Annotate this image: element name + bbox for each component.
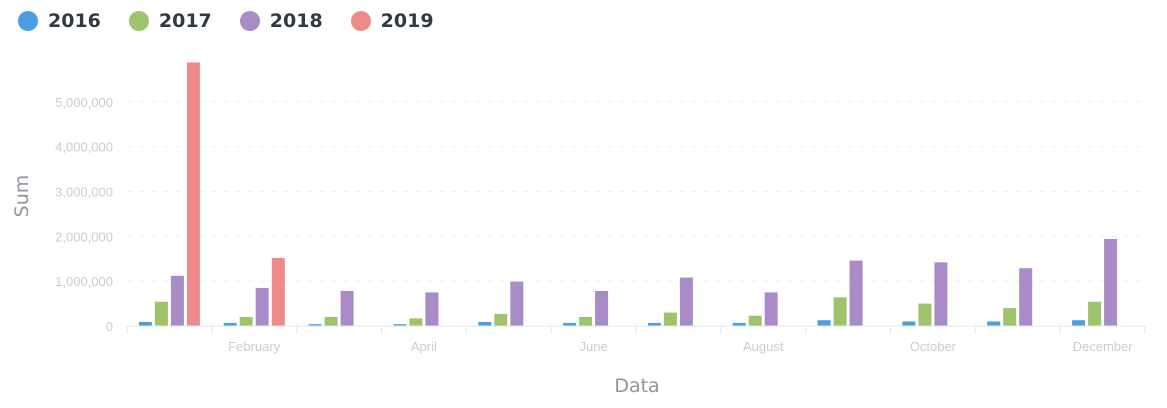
bar-2019-january[interactable] (186, 62, 200, 327)
legend-label: 2016 (48, 10, 101, 32)
bar-2017-february[interactable] (239, 317, 253, 326)
bar-2017-october[interactable] (918, 303, 932, 326)
x-axis-title: Data (614, 375, 659, 397)
bar-2019-february[interactable] (271, 257, 285, 326)
bar-2018-july[interactable] (679, 277, 693, 326)
bar-2016-march[interactable] (308, 324, 322, 326)
bar-2017-july[interactable] (663, 312, 677, 326)
y-tick-label: 4,000,000 (55, 140, 113, 155)
x-tick-label: February (228, 339, 281, 354)
y-tick-label: 3,000,000 (55, 185, 113, 200)
bar-2016-february[interactable] (223, 322, 237, 326)
bar-2017-september[interactable] (833, 297, 847, 326)
legend-label: 2018 (269, 10, 323, 32)
bar-2017-december[interactable] (1088, 301, 1102, 326)
legend-item-2019[interactable]: 2019 (350, 10, 434, 32)
bar-2018-march[interactable] (340, 291, 354, 326)
y-tick-label: 5,000,000 (55, 95, 113, 110)
bar-2017-march[interactable] (324, 317, 338, 326)
bar-2018-december[interactable] (1104, 239, 1118, 326)
bar-2016-october[interactable] (902, 321, 916, 327)
axis-layer: February April June August October December (126, 325, 1146, 354)
y-tick-label: 0 (106, 319, 113, 334)
chart-legend: 2016 2017 2018 2019 (18, 10, 434, 32)
bar-2017-january[interactable] (154, 301, 168, 326)
bar-2018-november[interactable] (1019, 268, 1033, 326)
bar-2017-november[interactable] (1003, 308, 1017, 326)
legend-swatch (128, 11, 149, 31)
bar-2017-may[interactable] (494, 313, 508, 326)
y-tick-label: 2,000,000 (55, 229, 113, 244)
bar-2017-august[interactable] (748, 315, 762, 326)
bar-2016-december[interactable] (1072, 320, 1086, 326)
bar-2018-august[interactable] (764, 292, 778, 326)
bar-2018-january[interactable] (170, 275, 184, 326)
bar-2017-june[interactable] (579, 317, 593, 326)
legend-swatch (18, 11, 38, 31)
x-tick-label: April (411, 339, 437, 354)
bars-layer (138, 62, 1118, 327)
legend-item-2016[interactable]: 2016 (18, 10, 101, 32)
bar-2016-september[interactable] (817, 320, 831, 326)
bar-2016-august[interactable] (732, 322, 746, 326)
x-tick-label: October (910, 339, 957, 354)
bar-2016-april[interactable] (393, 324, 407, 326)
bar-2016-january[interactable] (138, 322, 152, 326)
legend-item-2018[interactable]: 2018 (239, 10, 323, 32)
bar-2018-october[interactable] (934, 262, 948, 326)
bar-2016-may[interactable] (478, 322, 492, 326)
legend-item-2017[interactable]: 2017 (128, 10, 212, 32)
bar-2018-february[interactable] (255, 287, 269, 326)
grid-layer: 0 1,000,000 2,000,000 3,000,000 4,000,000 5,0… (55, 95, 1145, 334)
y-axis-title: Sum (11, 175, 33, 218)
bar-2017-april[interactable] (409, 318, 423, 326)
bar-2018-september[interactable] (849, 260, 863, 326)
bar-2016-june[interactable] (563, 322, 577, 326)
legend-swatch (350, 11, 371, 31)
legend-swatch (239, 11, 260, 31)
y-tick-label: 1,000,000 (55, 274, 113, 289)
bar-2016-july[interactable] (647, 322, 661, 326)
legend-label: 2019 (380, 10, 434, 32)
bar-2018-june[interactable] (595, 291, 609, 326)
x-tick-label: December (1073, 339, 1134, 354)
bar-2018-april[interactable] (425, 292, 439, 326)
bar-2018-may[interactable] (510, 281, 524, 326)
bar-2016-november[interactable] (987, 321, 1001, 327)
legend-label: 2017 (158, 10, 212, 32)
x-tick-label: August (743, 339, 784, 354)
x-tick-label: June (579, 339, 607, 354)
